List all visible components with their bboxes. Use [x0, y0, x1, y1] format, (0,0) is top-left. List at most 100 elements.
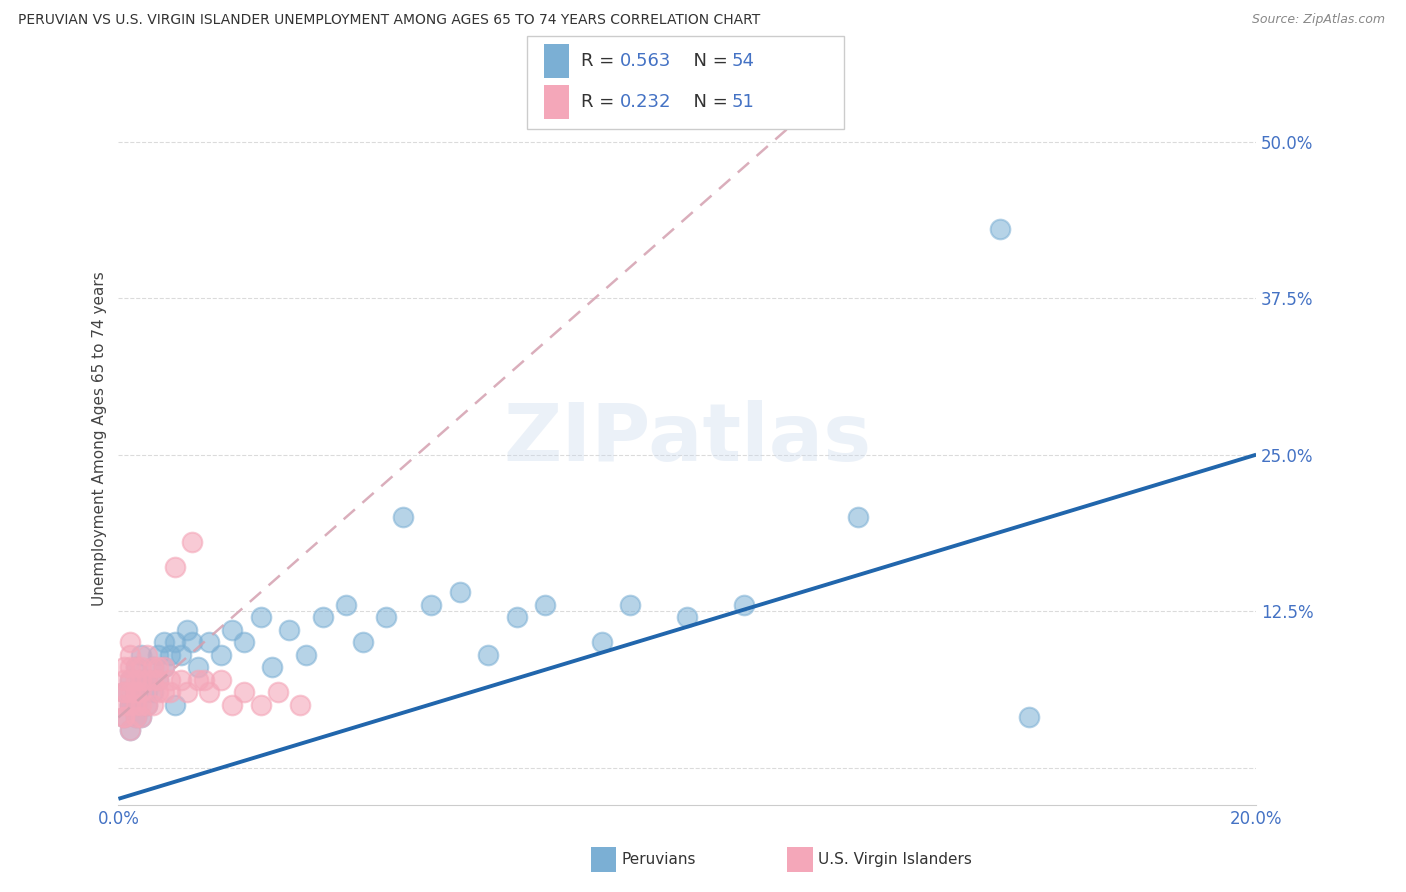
- Point: [352, 635, 374, 649]
- Text: 54: 54: [731, 52, 754, 70]
- Point: [135, 685, 157, 699]
- Point: [477, 648, 499, 662]
- Point: [187, 660, 209, 674]
- Point: [135, 698, 157, 712]
- Point: [124, 710, 146, 724]
- Point: [118, 635, 141, 649]
- Point: [209, 648, 232, 662]
- Point: [135, 698, 157, 712]
- Point: [676, 610, 699, 624]
- Text: R =: R =: [581, 52, 620, 70]
- Point: [124, 710, 146, 724]
- Point: [165, 560, 187, 574]
- Point: [124, 660, 146, 674]
- Point: [176, 685, 198, 699]
- Point: [142, 685, 165, 699]
- Point: [129, 648, 152, 662]
- Point: [249, 698, 271, 712]
- Text: N =: N =: [682, 93, 740, 111]
- Point: [260, 660, 283, 674]
- Point: [118, 723, 141, 737]
- Point: [187, 673, 209, 687]
- Point: [112, 685, 135, 699]
- Point: [278, 623, 301, 637]
- Point: [1018, 710, 1040, 724]
- Point: [124, 685, 146, 699]
- Point: [118, 673, 141, 687]
- Text: 0.232: 0.232: [620, 93, 672, 111]
- Point: [135, 673, 157, 687]
- Point: [129, 698, 152, 712]
- Point: [159, 685, 181, 699]
- Point: [124, 673, 146, 687]
- Point: [267, 685, 290, 699]
- Point: [148, 685, 170, 699]
- Point: [198, 635, 221, 649]
- Text: ZIPatlas: ZIPatlas: [503, 400, 872, 478]
- Point: [129, 660, 152, 674]
- Point: [118, 723, 141, 737]
- Point: [232, 685, 254, 699]
- Point: [846, 510, 869, 524]
- Point: [142, 673, 165, 687]
- Point: [112, 710, 135, 724]
- Point: [193, 673, 215, 687]
- Point: [148, 673, 170, 687]
- Point: [988, 222, 1011, 236]
- Point: [176, 623, 198, 637]
- Point: [159, 648, 181, 662]
- Point: [124, 685, 146, 699]
- Point: [142, 660, 165, 674]
- Point: [534, 598, 557, 612]
- Point: [112, 673, 135, 687]
- Point: [129, 685, 152, 699]
- Point: [290, 698, 312, 712]
- Point: [209, 673, 232, 687]
- Point: [733, 598, 755, 612]
- Point: [221, 698, 243, 712]
- Text: Peruvians: Peruvians: [621, 853, 696, 867]
- Point: [198, 685, 221, 699]
- Point: [165, 635, 187, 649]
- Point: [112, 698, 135, 712]
- Point: [118, 673, 141, 687]
- Point: [112, 710, 135, 724]
- Point: [129, 673, 152, 687]
- Text: 51: 51: [731, 93, 754, 111]
- Point: [135, 648, 157, 662]
- Text: Source: ZipAtlas.com: Source: ZipAtlas.com: [1251, 13, 1385, 27]
- Point: [153, 635, 176, 649]
- Point: [112, 710, 135, 724]
- Point: [153, 660, 176, 674]
- Point: [505, 610, 527, 624]
- Point: [118, 648, 141, 662]
- Point: [449, 585, 471, 599]
- Point: [142, 660, 165, 674]
- Y-axis label: Unemployment Among Ages 65 to 74 years: Unemployment Among Ages 65 to 74 years: [93, 272, 107, 607]
- Point: [170, 673, 193, 687]
- Point: [392, 510, 415, 524]
- Point: [221, 623, 243, 637]
- Point: [165, 698, 187, 712]
- Point: [181, 535, 204, 549]
- Point: [170, 648, 193, 662]
- Point: [124, 698, 146, 712]
- Text: N =: N =: [682, 52, 734, 70]
- Point: [129, 710, 152, 724]
- Point: [112, 685, 135, 699]
- Point: [420, 598, 443, 612]
- Text: 0.563: 0.563: [620, 52, 672, 70]
- Point: [374, 610, 396, 624]
- Point: [129, 710, 152, 724]
- Point: [153, 660, 176, 674]
- Point: [148, 673, 170, 687]
- Point: [619, 598, 641, 612]
- Point: [181, 635, 204, 649]
- Point: [312, 610, 335, 624]
- Point: [159, 673, 181, 687]
- Point: [135, 673, 157, 687]
- Point: [112, 660, 135, 674]
- Point: [124, 698, 146, 712]
- Point: [148, 648, 170, 662]
- Point: [118, 660, 141, 674]
